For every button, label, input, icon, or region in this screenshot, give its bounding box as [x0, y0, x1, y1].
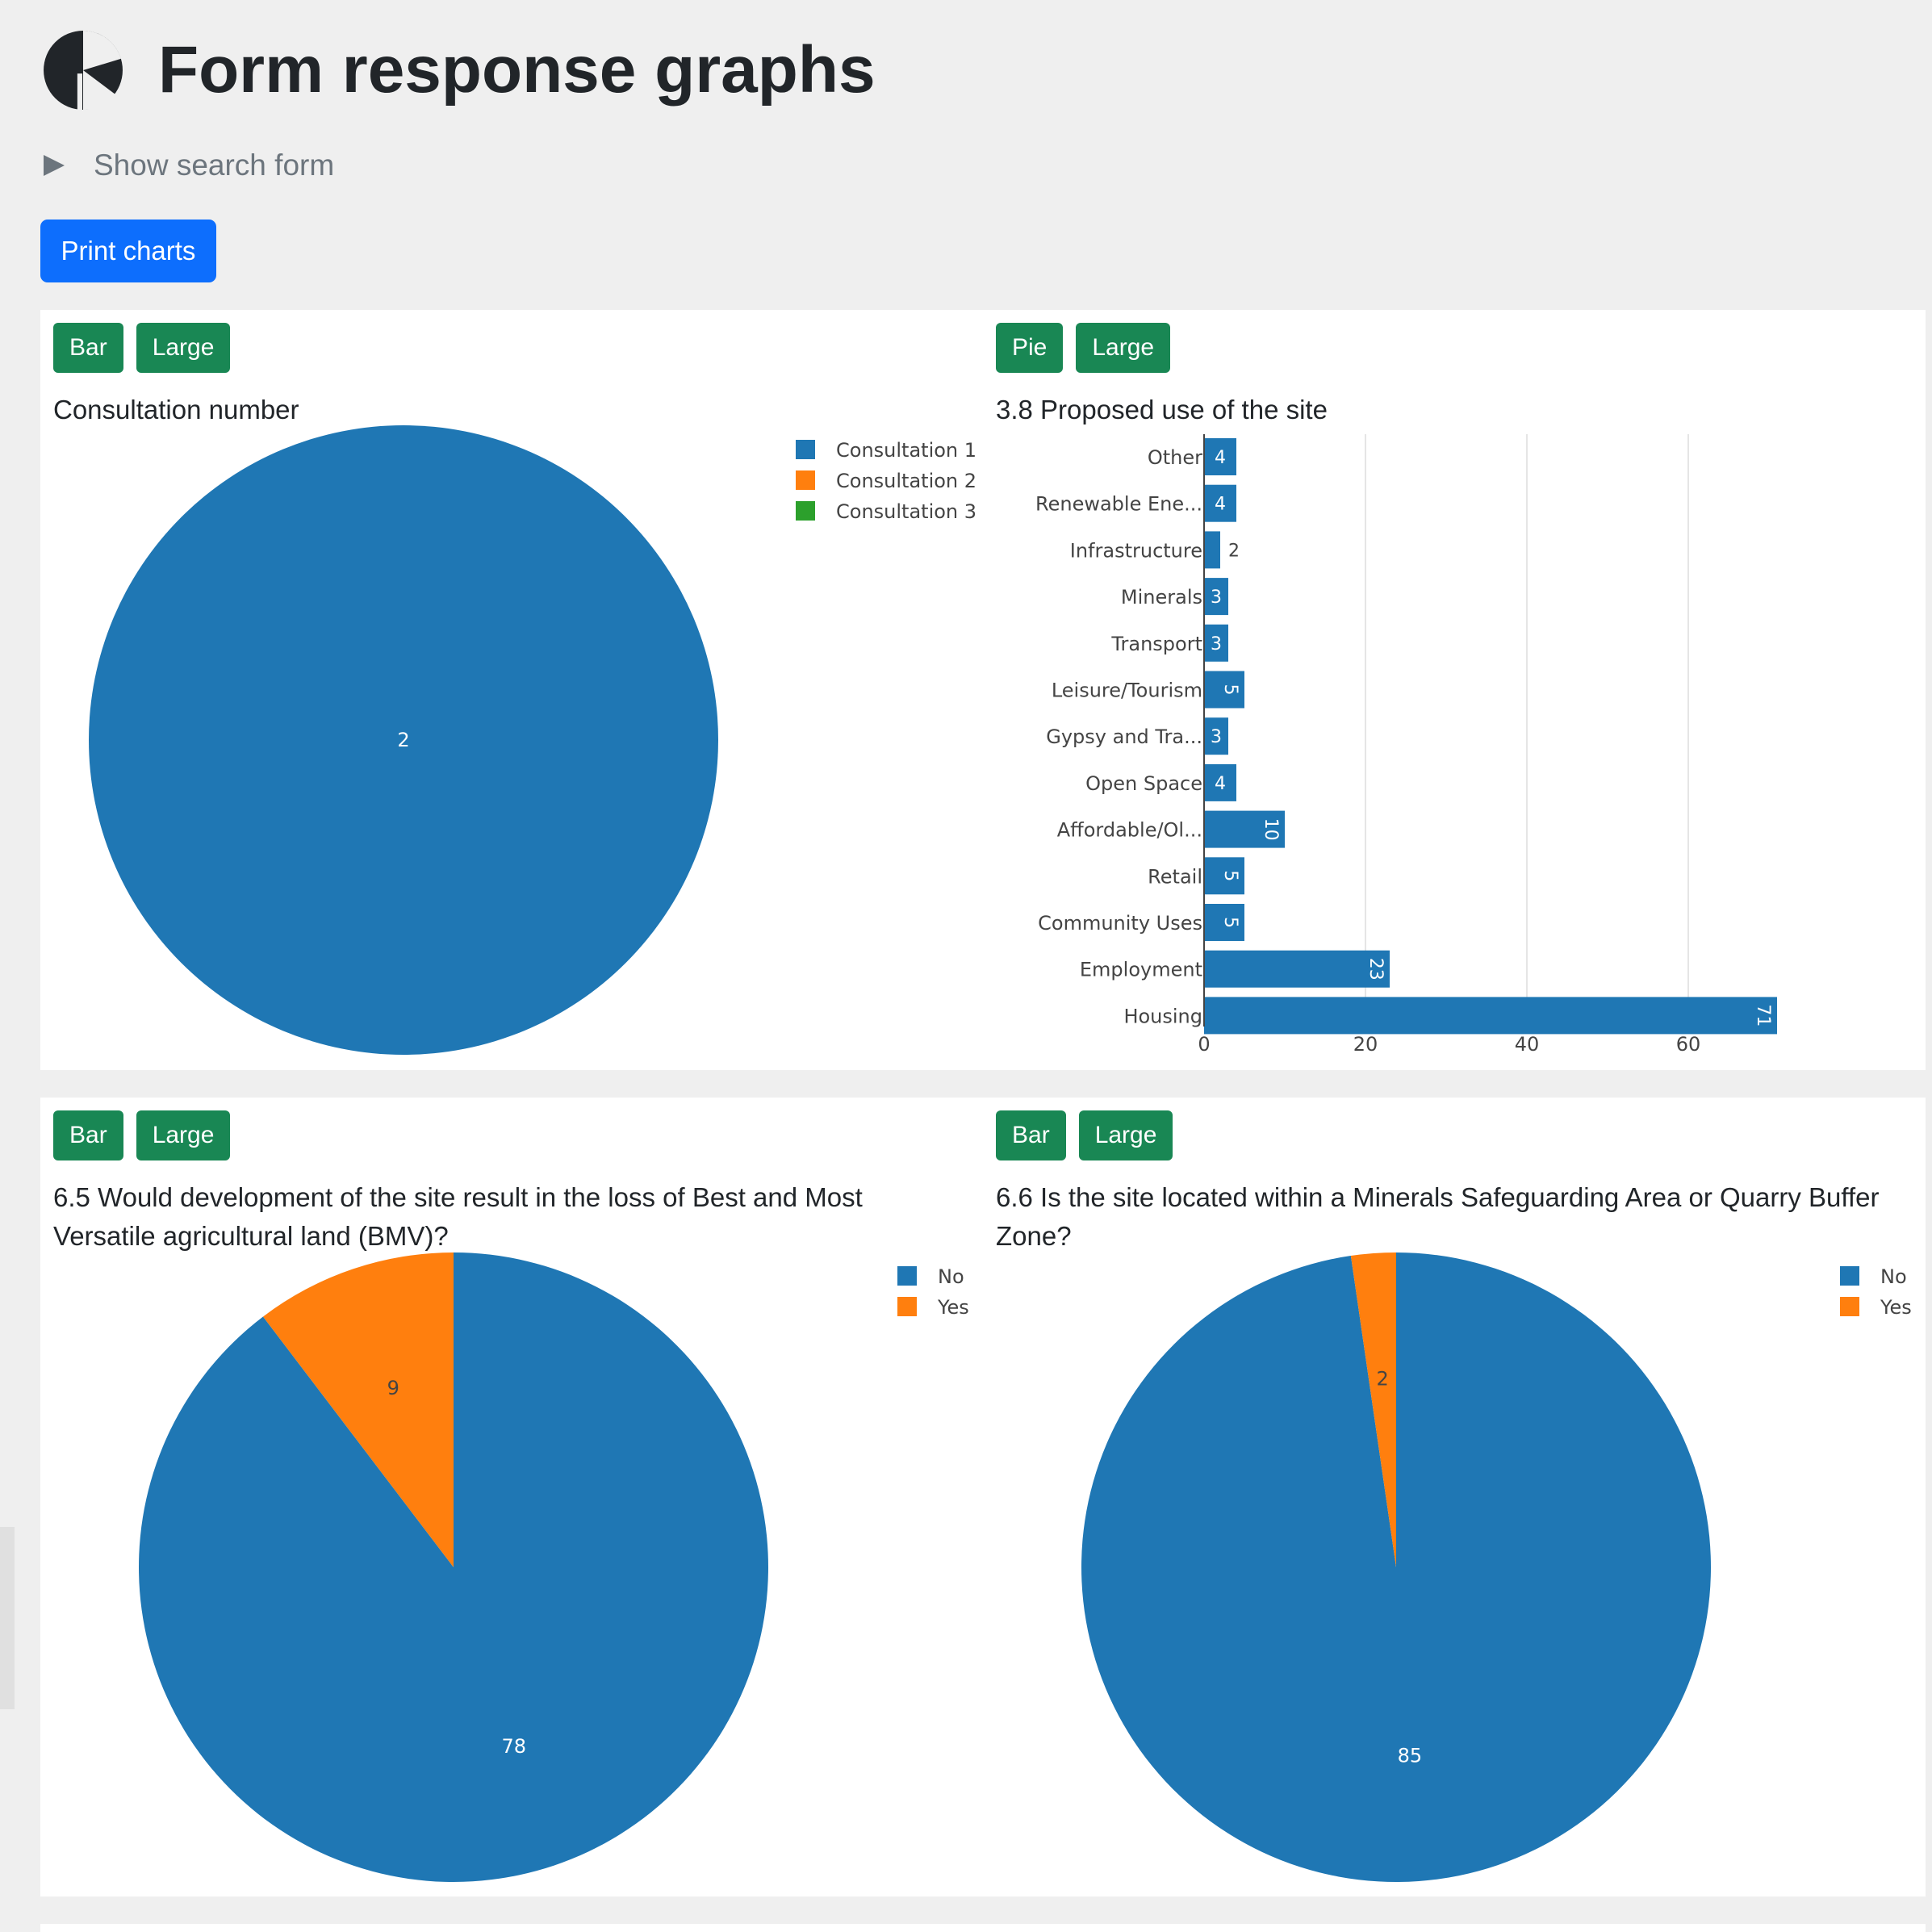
chart-bar-button[interactable]: Bar: [53, 1110, 123, 1160]
bar-value-label: 3: [1211, 588, 1222, 608]
category-label: Employment: [1080, 959, 1202, 981]
chart-consultation-number: 2 Consultation 1 Consultation 2 Consultatio…: [89, 425, 976, 1055]
chart-panel-bmv-land: 78 9 No Yes Bar Large 6.5 Would development…: [40, 1098, 983, 1896]
search-form-toggle-label: Show search form: [94, 148, 335, 182]
legend-label[interactable]: No: [938, 1265, 964, 1288]
category-label: Infrastructure: [1070, 539, 1202, 562]
x-tick-label: 60: [1676, 1033, 1701, 1056]
category-label: Leisure/Tourism: [1052, 680, 1202, 702]
bar[interactable]: [1204, 578, 1228, 616]
chart-panel-minerals-safeguarding: 85 2 No Yes Bar Large 6.6 Is the site locat…: [983, 1098, 1926, 1896]
chart-panel-proposed-use: Other 4 Renewable Ene... 4 Infrastructure 2 Mi…: [983, 310, 1926, 1070]
category-label: Renewable Ene...: [1035, 493, 1202, 516]
x-tick-label: 40: [1515, 1033, 1540, 1056]
pie-slice[interactable]: [89, 425, 718, 1055]
category-label: Affordable/Ol...: [1057, 819, 1202, 842]
pie-slice-label: 85: [1398, 1744, 1423, 1767]
chart-bar-button[interactable]: Bar: [996, 1110, 1066, 1160]
caret-right-icon: [44, 155, 65, 176]
bar[interactable]: [1204, 997, 1777, 1035]
category-label: Retail: [1148, 865, 1202, 888]
legend-swatch[interactable]: [796, 501, 815, 521]
pie-slice-label: 2: [1376, 1368, 1388, 1390]
bar[interactable]: [1204, 763, 1236, 801]
bar-value-label: 3: [1211, 634, 1222, 654]
bar-value-label: 3: [1211, 727, 1222, 747]
bar-value-label: 5: [1220, 870, 1240, 881]
bar-value-label: 4: [1215, 774, 1226, 794]
bar-value-label: 4: [1215, 448, 1226, 468]
chart-proposed-use: Other 4 Renewable Ene... 4 Infrastructure 2 Mi…: [1035, 434, 1777, 1056]
legend-label[interactable]: Yes: [937, 1296, 969, 1319]
bar-value-label: 71: [1753, 1004, 1773, 1027]
bar[interactable]: [1204, 904, 1244, 941]
page-header: Form response graphs: [42, 29, 876, 111]
chart-minerals-safeguarding: 85 2 No Yes: [1081, 1252, 1912, 1882]
logo-icon: [44, 31, 123, 111]
pie-slice-label: 9: [387, 1377, 399, 1399]
category-label: Housing: [1123, 1005, 1202, 1027]
pie-slice[interactable]: [1350, 1252, 1396, 1567]
chart-row-3: [40, 1924, 1926, 1932]
bar-value-label: 23: [1365, 958, 1386, 981]
legend-swatch[interactable]: [796, 470, 815, 490]
bar[interactable]: [1204, 717, 1228, 755]
legend-swatch[interactable]: [1840, 1297, 1859, 1316]
legend-label[interactable]: Yes: [1880, 1296, 1912, 1319]
legend-swatch[interactable]: [897, 1297, 917, 1316]
bar[interactable]: [1204, 857, 1244, 895]
bar[interactable]: [1204, 484, 1236, 522]
category-label: Gypsy and Tra...: [1046, 726, 1202, 748]
bar[interactable]: [1204, 438, 1236, 475]
chart-panel-consultation-number: 2 Consultation 1 Consultation 2 Consultatio…: [40, 310, 983, 1070]
bar[interactable]: [1204, 671, 1244, 709]
bar-value-label: 4: [1215, 495, 1226, 515]
legend-swatch[interactable]: [796, 440, 815, 459]
legend-swatch[interactable]: [897, 1266, 917, 1286]
chart-title: 3.8 Proposed use of the site: [996, 395, 1328, 424]
page-title: Form response graphs: [158, 33, 876, 107]
bar-value-label: 2: [1228, 541, 1240, 561]
category-label: Other: [1148, 446, 1202, 469]
chart-bar-button[interactable]: Bar: [53, 323, 123, 373]
chart-large-button[interactable]: Large: [136, 1110, 231, 1160]
search-form-toggle[interactable]: Show search form: [44, 148, 334, 182]
chart-title: 6.6 Is the site located within a Mineral…: [996, 1182, 1880, 1251]
chart-large-button[interactable]: Large: [1076, 323, 1171, 373]
bar[interactable]: [1204, 950, 1390, 988]
legend-label[interactable]: Consultation 3: [836, 500, 976, 523]
bar-value-label: 10: [1261, 818, 1281, 841]
chart-row-2: 78 9 No Yes Bar Large 6.5 Would development…: [40, 1098, 1926, 1896]
chart-large-button[interactable]: Large: [136, 323, 231, 373]
chart-pie-button[interactable]: Pie: [996, 323, 1064, 373]
category-label: Transport: [1110, 633, 1202, 655]
pie-slice-label: 2: [397, 729, 409, 751]
legend-swatch[interactable]: [1840, 1266, 1859, 1286]
bar[interactable]: [1204, 810, 1285, 848]
category-label: Minerals: [1121, 586, 1202, 608]
pie-slice-label: 78: [501, 1735, 526, 1758]
print-charts-button[interactable]: Print charts: [40, 220, 216, 282]
scroll-edge: [0, 1527, 15, 1709]
chart-title: 6.5 Would development of the site result…: [53, 1182, 863, 1251]
bar-value-label: 5: [1220, 684, 1240, 696]
legend-label[interactable]: Consultation 1: [836, 439, 976, 462]
chart-title: Consultation number: [53, 395, 299, 424]
x-tick-label: 20: [1353, 1033, 1378, 1056]
chart-large-button[interactable]: Large: [1078, 1110, 1173, 1160]
bar[interactable]: [1204, 624, 1228, 662]
legend-label[interactable]: No: [1880, 1265, 1907, 1288]
chart-bmv-land: 78 9 No Yes: [138, 1252, 969, 1882]
bar-value-label: 5: [1220, 917, 1240, 928]
category-label: Community Uses: [1038, 912, 1202, 935]
category-label: Open Space: [1085, 772, 1202, 795]
bar[interactable]: [1204, 531, 1220, 569]
chart-row-1: 2 Consultation 1 Consultation 2 Consultatio…: [40, 310, 1926, 1070]
x-tick-label: 0: [1198, 1033, 1210, 1056]
legend-label[interactable]: Consultation 2: [836, 470, 976, 492]
pie-slice[interactable]: [262, 1252, 454, 1567]
